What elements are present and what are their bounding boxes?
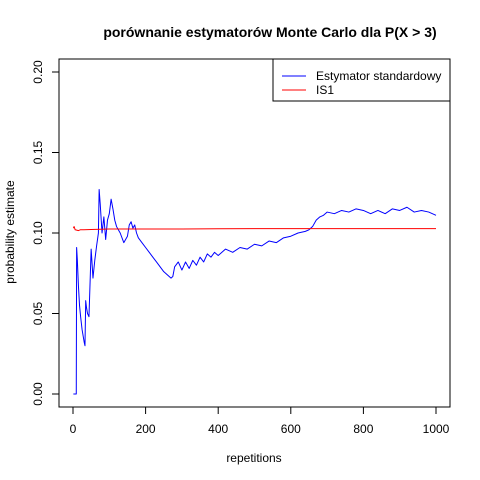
legend: Estymator standardowy IS1 bbox=[272, 58, 451, 102]
x-axis-label: repetitions bbox=[226, 451, 281, 465]
chart-title: porównanie estymatorów Monte Carlo dla P… bbox=[103, 24, 436, 40]
legend-box bbox=[272, 58, 451, 102]
legend-label-is1: IS1 bbox=[316, 83, 334, 97]
x-tick-label: 800 bbox=[353, 422, 373, 436]
series-line-is1 bbox=[72, 226, 436, 232]
series-line-estymator-standardowy bbox=[73, 189, 437, 395]
y-tick-label: 0.20 bbox=[31, 60, 45, 84]
y-tick-label: 0.10 bbox=[31, 221, 45, 245]
y-tick-label: 0.15 bbox=[31, 140, 45, 164]
x-tick-label: 200 bbox=[136, 422, 156, 436]
legend-label-estymator-standardowy: Estymator standardowy bbox=[316, 69, 441, 83]
x-tick-label: 0 bbox=[70, 422, 77, 436]
y-axis: 0.00 0.05 0.10 0.15 0.20 bbox=[31, 60, 60, 406]
y-axis-label: probability estimate bbox=[3, 180, 17, 284]
x-tick-label: 600 bbox=[281, 422, 301, 436]
y-tick-label: 0.05 bbox=[31, 301, 45, 325]
plot-area bbox=[72, 189, 437, 395]
y-tick-label: 0.00 bbox=[31, 382, 45, 406]
plot-frame bbox=[58, 58, 451, 408]
x-tick-label: 1000 bbox=[423, 422, 450, 436]
x-tick-label: 400 bbox=[208, 422, 228, 436]
